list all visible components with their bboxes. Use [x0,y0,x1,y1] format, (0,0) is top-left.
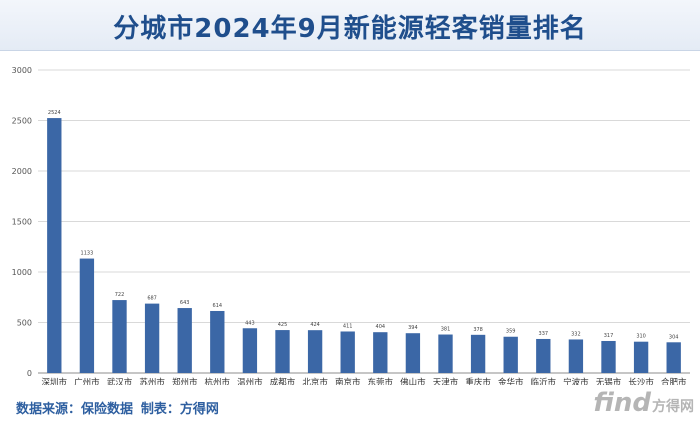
x-tick-label: 郑州市 [172,377,198,385]
x-tick-label: 南京市 [335,377,361,385]
bar [79,258,95,373]
y-axis-ticks: 0 500 1000 1500 2000 2500 3000 [12,66,32,378]
y-tick-label: 2000 [12,167,32,176]
data-label: 317 [604,333,614,339]
x-tick-label: 武汉市 [107,377,133,385]
y-tick-label: 3000 [12,66,32,75]
x-tick-label: 重庆市 [465,377,491,385]
data-label: 722 [115,292,125,298]
bar [340,331,355,373]
bar [568,339,584,373]
bar [405,333,421,373]
data-label: 411 [343,323,353,329]
bar [47,118,62,374]
data-label: 337 [539,331,549,337]
y-tick-label: 1500 [12,218,32,227]
x-tick-label: 无锡市 [596,377,622,385]
y-tick-label: 1000 [12,268,32,277]
y-tick-label: 500 [17,319,32,328]
bar [601,340,616,373]
bar [373,332,388,373]
bar [633,341,649,373]
data-labels: 2524 1133 722 687 643 614 443 425 424 411 404 394 38… [48,110,679,340]
y-tick-label: 0 [27,369,32,378]
data-source-note: 数据来源：保险数据 制表：方得网 [16,402,219,417]
data-label: 304 [669,334,679,340]
data-label: 381 [441,327,451,333]
title-band [0,0,700,51]
bar [144,303,160,373]
data-label: 443 [245,320,255,326]
bar [438,334,453,373]
data-label: 332 [571,331,581,337]
data-label: 687 [147,296,157,302]
bar [503,336,518,373]
bar [470,334,486,373]
bar [177,308,192,373]
data-label: 643 [180,300,190,306]
data-label: 614 [213,303,223,309]
chart-title: 分城市2024年9月新能源轻客销量排名 [113,14,587,44]
bar [666,342,681,373]
x-tick-label: 成都市 [270,377,296,385]
data-label: 2524 [48,110,61,116]
x-tick-label: 佛山市 [400,377,426,385]
x-axis-ticks: 深圳市 广州市 武汉市 苏州市 郑州市 杭州市 温州市 成都市 北京市 南京市 东莞市 佛山市 天津市重… [42,377,687,385]
watermark-cn: 方得网 [652,399,694,415]
data-label: 359 [506,329,516,335]
data-label: 394 [408,325,418,331]
x-tick-label: 深圳市 [42,377,68,385]
x-tick-label: 长沙市 [628,377,654,385]
watermark-find: find [593,388,651,418]
x-tick-label: 宁波市 [563,377,589,385]
x-tick-label: 临沂市 [531,377,557,385]
bar [275,330,290,373]
data-label: 425 [278,322,288,328]
x-tick-label: 东莞市 [368,377,394,385]
y-tick-label: 2500 [12,117,32,126]
bar [242,328,258,373]
data-label: 404 [376,324,386,330]
data-label: 378 [473,327,483,333]
watermark-logo: find方得网 [593,388,694,418]
data-label: 424 [310,322,320,328]
bar [536,338,551,373]
bar-chart: 0 500 1000 1500 2000 2500 3000 2524 1133 722 687 6… [12,66,690,385]
bar [112,300,127,373]
x-tick-label: 合肥市 [661,377,687,385]
x-tick-label: 北京市 [302,377,328,385]
x-tick-label: 广州市 [74,377,100,385]
bars [47,118,681,374]
x-tick-label: 天津市 [433,377,459,385]
data-label: 1133 [81,251,94,257]
gridlines [38,69,690,374]
x-tick-label: 苏州市 [139,377,165,385]
data-label: 310 [636,334,646,340]
x-tick-label: 杭州市 [205,377,231,385]
x-tick-label: 温州市 [237,377,263,385]
bar [210,310,225,373]
x-tick-label: 金华市 [498,377,524,385]
bar [307,330,323,373]
